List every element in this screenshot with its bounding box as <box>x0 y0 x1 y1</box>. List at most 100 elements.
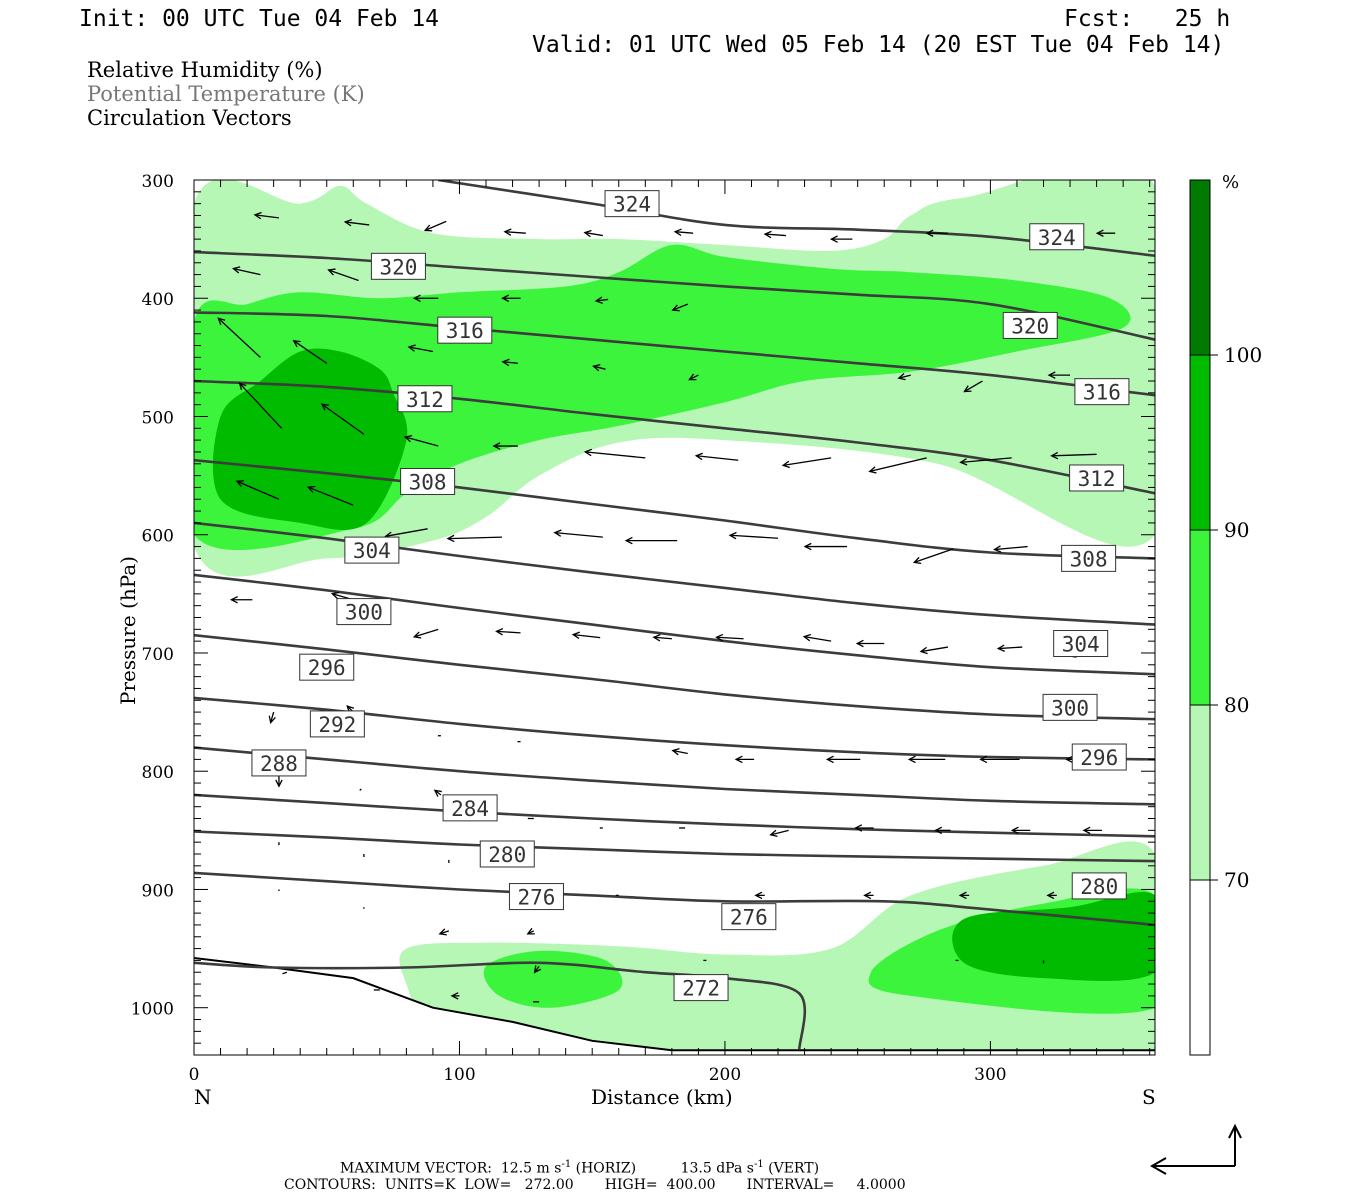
theta-contour-320 <box>194 250 1155 341</box>
circulation-vector <box>433 789 442 797</box>
theta-label: 296 <box>299 653 355 681</box>
colorbar-label: 70 <box>1224 868 1249 892</box>
theta-label-text: 316 <box>446 319 484 343</box>
y-tick-label: 400 <box>142 290 174 310</box>
theta-label-text: 308 <box>409 471 447 495</box>
circulation-vector <box>934 826 951 835</box>
circulation-vector <box>594 296 609 304</box>
circulation-vector <box>855 639 885 648</box>
circulation-vector <box>624 536 678 545</box>
circulation-vector <box>925 229 948 237</box>
theta-label: 292 <box>309 710 365 738</box>
circulation-vector <box>897 373 911 381</box>
circulation-vector <box>229 596 253 604</box>
y-tick-label: 600 <box>142 527 174 547</box>
colorbar-label: 80 <box>1224 693 1249 717</box>
x-tick-label: 200 <box>709 1065 741 1085</box>
theta-label-text: 320 <box>1011 314 1049 338</box>
colorbar-swatch <box>1189 879 1211 1056</box>
circulation-vector <box>688 373 699 381</box>
valid-time: Valid: 01 UTC Wed 05 Feb 14 (20 EST Tue … <box>532 32 1225 58</box>
theta-contour-312 <box>194 379 1155 495</box>
theta-contour-300 <box>194 573 1155 676</box>
theta-label: 288 <box>251 749 307 777</box>
circulation-vector <box>438 928 450 936</box>
theta-label-text: 272 <box>682 977 720 1001</box>
max-vector-label: MAXIMUM VECTOR: <box>340 1160 492 1177</box>
y-tick-label: 500 <box>142 408 174 428</box>
theta-label-text: 308 <box>1070 547 1108 571</box>
circulation-vector <box>781 457 832 469</box>
colorbar-swatch <box>1189 529 1211 706</box>
circulation-vector <box>583 448 646 459</box>
colorbar-label: 100 <box>1224 343 1262 367</box>
theta-contour-324 <box>438 180 1155 257</box>
theta-label-text: 312 <box>406 388 444 412</box>
theta-label: 304 <box>1053 630 1109 658</box>
theta-label-text: 276 <box>730 906 768 930</box>
circulation-vector <box>583 229 603 238</box>
y-tick-label: 300 <box>142 172 174 192</box>
colorbar: % 100 90 80 70 <box>1189 172 1262 1056</box>
circulation-vector <box>359 788 362 791</box>
circulation-vector <box>854 824 874 832</box>
x-tick-label: 0 <box>189 1065 200 1085</box>
circulation-vector <box>1095 229 1116 237</box>
theta-label: 280 <box>479 840 535 868</box>
circulation-vector <box>320 403 365 435</box>
legend-theta: Potential Temperature (K) <box>87 82 365 106</box>
x-end-label-north: N <box>194 1085 212 1109</box>
circulation-vector <box>1082 826 1102 835</box>
circulation-vector <box>979 755 1020 764</box>
circulation-vector <box>802 633 832 642</box>
circulation-vectors <box>217 211 1116 1003</box>
circulation-vector <box>803 542 848 551</box>
theta-contour-304 <box>194 521 1155 626</box>
theta-label-text: 312 <box>1078 467 1116 491</box>
theta-label: 308 <box>400 468 456 496</box>
theta-label: 324 <box>1029 223 1085 251</box>
colorbar-swatch <box>1189 704 1211 881</box>
circulation-vector <box>1046 891 1057 900</box>
theta-contour-308 <box>194 458 1155 560</box>
x-tick-label: 100 <box>443 1065 475 1085</box>
circulation-vector <box>912 548 954 565</box>
theta-label-text: 320 <box>379 255 417 279</box>
circulation-vector <box>919 646 949 655</box>
theta-label-text: 288 <box>260 752 298 776</box>
circulation-vector <box>863 891 874 900</box>
circulation-vector <box>501 358 518 367</box>
max-vector-h-unit: (HORIZ) <box>575 1160 637 1177</box>
circulation-vector <box>996 644 1023 652</box>
y-tick-label: 700 <box>142 645 174 665</box>
circulation-vector <box>959 457 1012 466</box>
theta-label-text: 296 <box>308 656 346 680</box>
theta-label: 296 <box>1071 743 1127 771</box>
theta-label: 312 <box>397 385 453 413</box>
theta-label: 300 <box>336 598 392 626</box>
theta-contour-284 <box>194 793 1155 838</box>
circulation-vector <box>217 317 261 358</box>
max-vector-h-value: 12.5 m s <box>500 1160 562 1177</box>
circulation-vector <box>763 230 787 239</box>
circulation-vector <box>553 529 603 538</box>
theta-label-text: 300 <box>345 601 383 625</box>
terrain-outline <box>194 957 1155 1052</box>
axes: 300 400 500 600 700 800 900 1000 0 100 200 300 <box>131 172 1155 1085</box>
legend-vectors: Circulation Vectors <box>87 106 292 130</box>
y-axis-label: Pressure (hPa) <box>116 556 140 705</box>
theta-label: 276 <box>721 903 777 931</box>
theta-label: 320 <box>1002 311 1058 339</box>
rh-shading <box>194 180 1155 1055</box>
rh-region-90-100-6 <box>952 892 1155 981</box>
circulation-vector <box>868 457 927 474</box>
theta-contour-labels: 324 324 320 320 316 316 312 312 308 308 304 304 300 3… <box>251 190 1130 1002</box>
circulation-vector <box>412 294 439 303</box>
circulation-vector <box>282 971 288 975</box>
x-end-label-south: S <box>1142 1085 1156 1109</box>
contours-info: CONTOURS: UNITS=K LOW= 272.00 HIGH= 400.… <box>284 1177 906 1193</box>
circulation-vector <box>253 211 280 220</box>
circulation-vector <box>423 220 447 232</box>
circulation-vector <box>993 545 1028 553</box>
